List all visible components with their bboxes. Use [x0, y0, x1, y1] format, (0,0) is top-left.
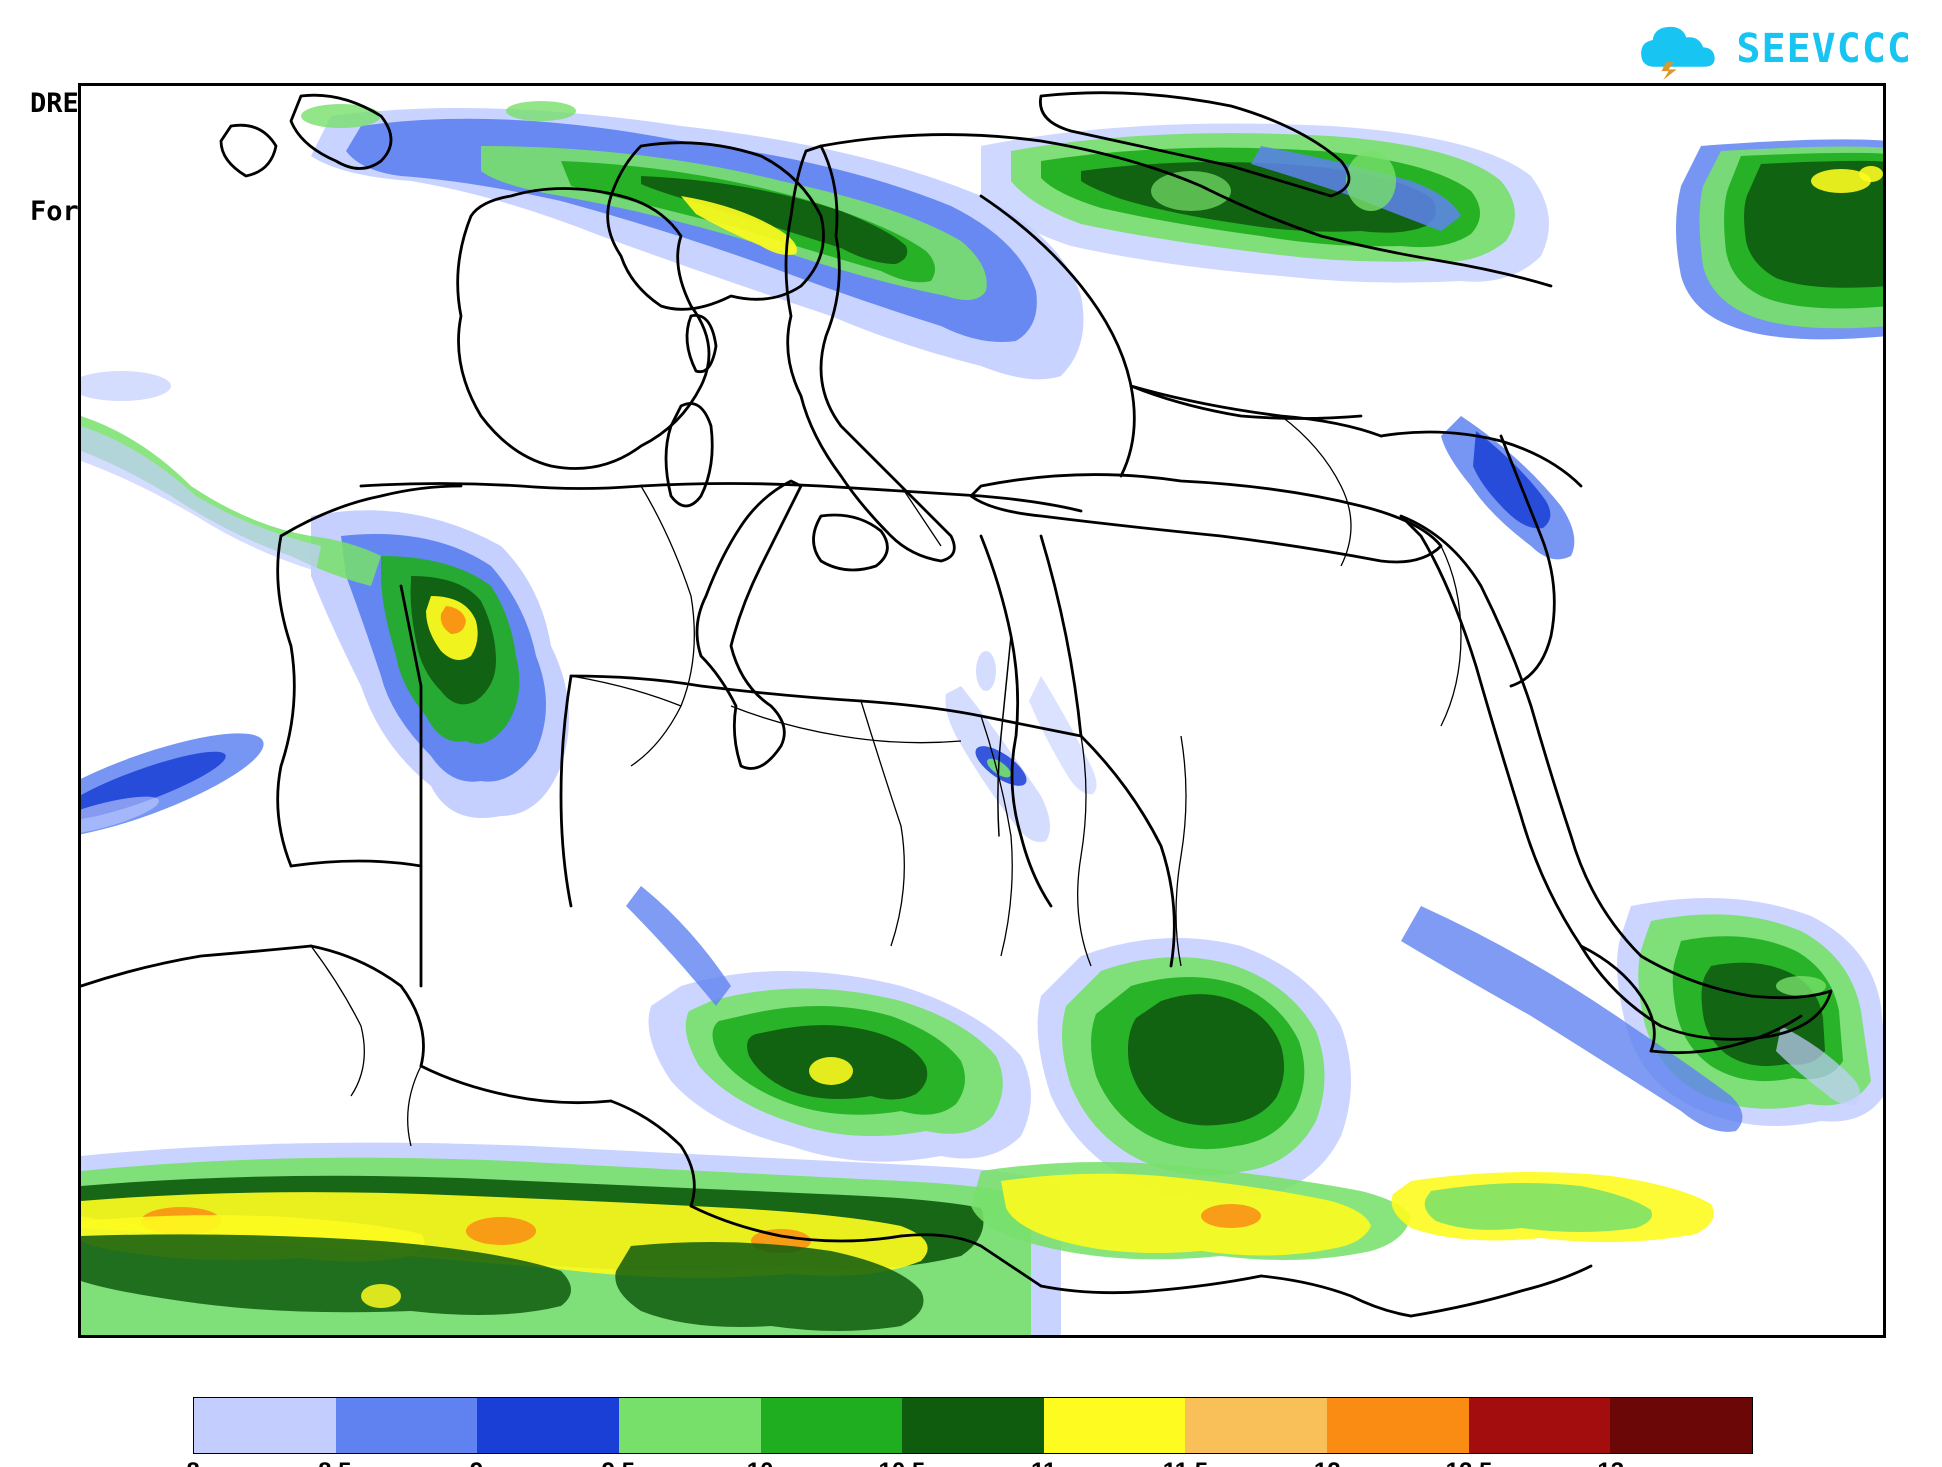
colorbar-seg-95-10 — [619, 1398, 761, 1453]
colorbar-label-95: 9.5 — [602, 1458, 635, 1467]
colorbar-seg-11-115 — [1044, 1398, 1186, 1453]
colorbar-legend[interactable]: 8 8.5 9 9.5 10 10.5 11 11.5 12 12.5 13 — [193, 1397, 1751, 1467]
colorbar-seg-8-85 — [194, 1398, 336, 1453]
colorbar-seg-10-105 — [761, 1398, 903, 1453]
colorbar-label-10: 10 — [747, 1458, 774, 1467]
colorbar-label-115: 11.5 — [1163, 1458, 1208, 1467]
colorbar-label-9: 9 — [470, 1458, 483, 1467]
colorbar-seg-105-11 — [902, 1398, 1044, 1453]
colorbar-labels-wrap: 8 8.5 9 9.5 10 10.5 11 11.5 12 12.5 13 — [193, 1454, 1751, 1467]
colorbar-seg-13plus — [1610, 1398, 1752, 1453]
colorbar-seg-125-13 — [1469, 1398, 1611, 1453]
colorbar-seg-12-125 — [1327, 1398, 1469, 1453]
colorbar-seg-9-95 — [477, 1398, 619, 1453]
seevccc-logo: SEEVCCC — [1636, 18, 1912, 80]
colorbar-label-12: 12 — [1314, 1458, 1341, 1467]
colorbar-swatch-strip — [193, 1397, 1753, 1454]
root-container: DREAM8-asim: LOG10(IN) [IN - Number of i… — [0, 0, 1942, 1467]
map-plot-area[interactable]: 20W 10W 0 10E 20E 30E 40E 50E 60E 55N 50… — [78, 83, 1886, 1338]
colorbar-label-85: 8.5 — [318, 1458, 351, 1467]
dust-concentration-map[interactable] — [81, 86, 1886, 1338]
colorbar-label-8: 8 — [186, 1458, 199, 1467]
colorbar-label-13: 13 — [1597, 1458, 1624, 1467]
seevccc-wordmark: SEEVCCC — [1736, 26, 1912, 72]
colorbar-label-11: 11 — [1031, 1458, 1056, 1467]
colorbar-seg-85-9 — [336, 1398, 478, 1453]
colorbar-label-105: 10.5 — [879, 1458, 926, 1467]
colorbar-seg-115-12 — [1185, 1398, 1327, 1453]
cloud-logo-icon — [1636, 18, 1726, 80]
colorbar-label-125: 12.5 — [1446, 1458, 1493, 1467]
